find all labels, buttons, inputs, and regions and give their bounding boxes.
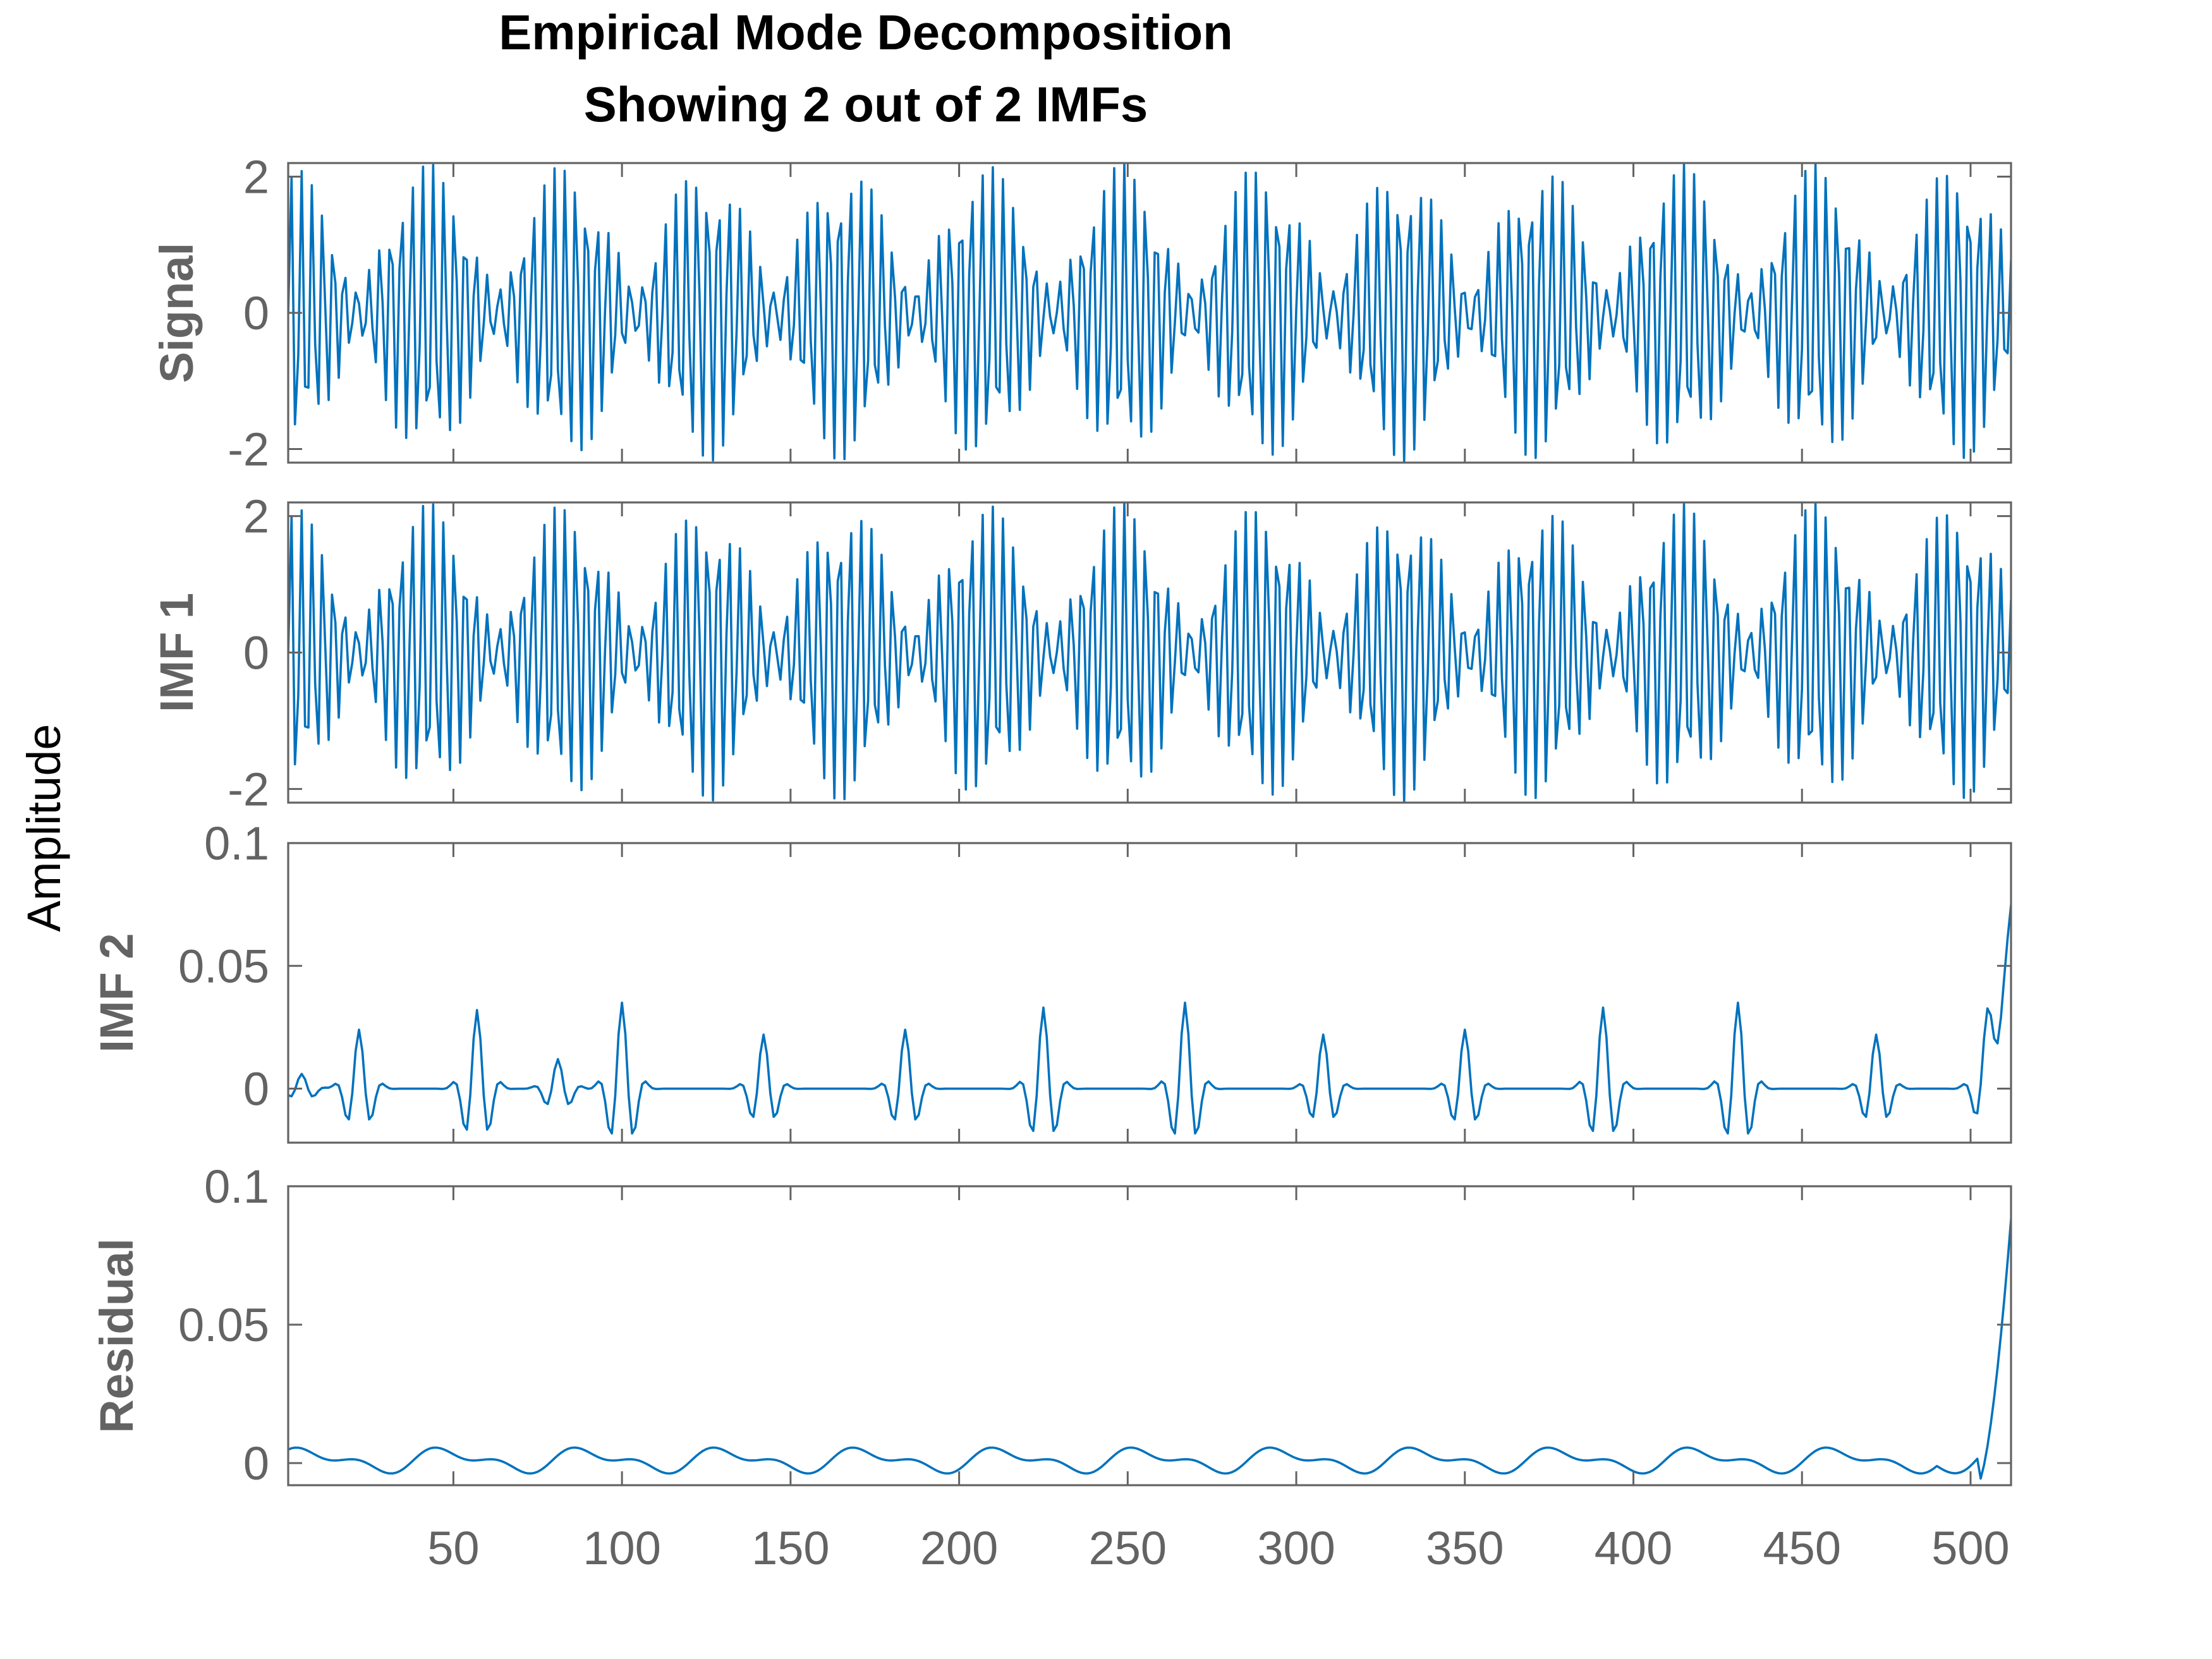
common-y-label: Amplitude: [18, 724, 70, 932]
panel-y-label: IMF 1: [150, 593, 203, 712]
y-tick-label: 2: [243, 151, 269, 204]
panel-3: 0 0.05 0.1 IMF 2: [90, 817, 2012, 1144]
panel-2: -2 0 2 IMF 1: [150, 490, 2012, 815]
series-line-3: [288, 904, 2011, 1135]
y-tick-label: 0: [243, 287, 269, 339]
chart-subtitle: Showing 2 out of 2 IMFs: [584, 76, 1148, 132]
y-tick-label: 0.1: [204, 817, 269, 870]
x-tick-label: 400: [1595, 1522, 1672, 1574]
panel-4: 0 0.05 0.1 Residual: [90, 1160, 2012, 1490]
series-line-1: [288, 163, 2011, 463]
x-tick-label: 50: [427, 1522, 479, 1574]
x-tick-label: 450: [1763, 1522, 1841, 1574]
y-tick-label: 0: [243, 1063, 269, 1115]
panel-y-label: IMF 2: [90, 933, 143, 1052]
y-tick-label: -2: [228, 423, 269, 475]
panel-y-label: Signal: [150, 243, 203, 383]
series-line-4: [288, 1219, 2011, 1480]
x-tick-label: 150: [751, 1522, 829, 1574]
panel-y-label: Residual: [90, 1238, 143, 1433]
x-tick-label: 500: [1931, 1522, 2009, 1574]
panel-1: -2 0 2 Signal: [150, 151, 2012, 475]
y-tick-label: 0.05: [178, 1299, 269, 1351]
y-tick-label: 0: [243, 1437, 269, 1490]
y-tick-label: 0.1: [204, 1160, 269, 1213]
series-line-2: [288, 502, 2011, 803]
axes-box: [287, 842, 2012, 1144]
y-tick-label: 0: [243, 627, 269, 679]
chart-title: Empirical Mode Decomposition: [499, 4, 1233, 60]
x-tick-label: 250: [1089, 1522, 1167, 1574]
y-tick-label: -2: [228, 763, 269, 815]
y-tick-label: 0.05: [178, 940, 269, 992]
x-tick-label: 300: [1257, 1522, 1335, 1574]
panels-group: -2 0 2 Signal -2 0 2 IMF 1 0 0.05 0.1 IMF 2 0 0.05 0.1…: [90, 151, 2012, 1574]
x-tick-label: 350: [1426, 1522, 1504, 1574]
x-tick-label: 100: [583, 1522, 660, 1574]
y-tick-label: 2: [243, 490, 269, 543]
x-tick-label: 200: [920, 1522, 998, 1574]
axes-box: [287, 1185, 2012, 1486]
